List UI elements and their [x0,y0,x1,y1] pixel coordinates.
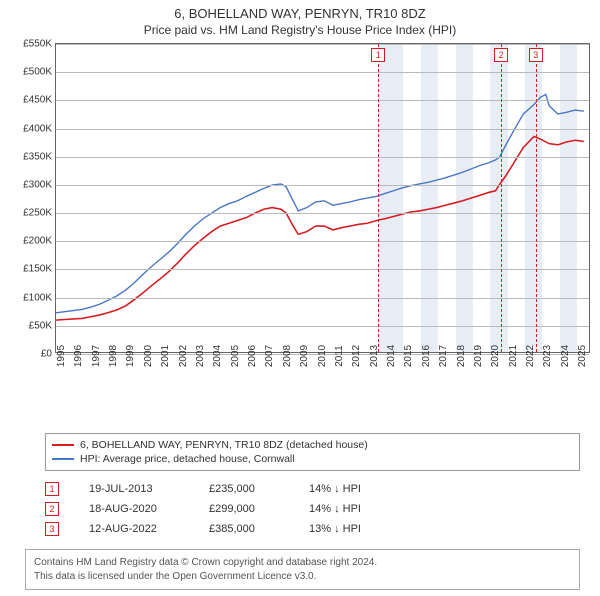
sale-marker-line [378,44,379,352]
sale-marker-line [501,44,502,352]
xtick-label: 1995 [56,345,67,367]
xtick-label: 2010 [317,345,328,367]
gridline-h [56,269,589,270]
sale-marker-line [536,44,537,352]
xtick-label: 2004 [212,345,223,367]
xtick-label: 2019 [473,345,484,367]
chart-lines [56,44,589,352]
gridline-h [56,326,589,327]
ytick-label: £100K [23,292,52,303]
sale-date: 19-JUL-2013 [89,483,179,495]
xtick-label: 2000 [143,345,154,367]
sale-row: 2 18-AUG-2020 £299,000 14% ↓ HPI [45,499,580,519]
xtick-label: 2023 [542,345,553,367]
xtick-label: 2018 [456,345,467,367]
legend-label: 6, BOHELLAND WAY, PENRYN, TR10 8DZ (deta… [80,439,368,451]
sale-row-marker: 3 [45,522,59,536]
xtick-label: 2003 [195,345,206,367]
legend-swatch [52,458,74,460]
gridline-h [56,213,589,214]
chart-subtitle: Price paid vs. HM Land Registry's House … [0,23,600,37]
legend-label: HPI: Average price, detached house, Corn… [80,453,295,465]
sale-row-marker: 2 [45,502,59,516]
sale-date: 18-AUG-2020 [89,503,179,515]
xtick-label: 2007 [264,345,275,367]
xtick-label: 2021 [508,345,519,367]
xtick-label: 1997 [91,345,102,367]
gridline-h [56,129,589,130]
sale-row-marker: 1 [45,482,59,496]
ytick-label: £350K [23,151,52,162]
gridline-h [56,44,589,45]
chart-title: 6, BOHELLAND WAY, PENRYN, TR10 8DZ [0,6,600,21]
plot-area: £0£50K£100K£150K£200K£250K£300K£350K£400… [55,43,590,353]
sale-marker-box: 3 [529,48,543,62]
xtick-label: 2022 [525,345,536,367]
xtick-label: 2001 [160,345,171,367]
attribution-footer: Contains HM Land Registry data © Crown c… [25,549,580,590]
ytick-label: £300K [23,179,52,190]
sale-diff: 14% ↓ HPI [309,503,399,515]
xtick-label: 2008 [282,345,293,367]
ytick-label: £250K [23,208,52,219]
xtick-label: 2015 [403,345,414,367]
sale-diff: 13% ↓ HPI [309,523,399,535]
ytick-label: £450K [23,95,52,106]
xtick-label: 2006 [247,345,258,367]
footer-line: This data is licensed under the Open Gov… [34,570,571,584]
gridline-h [56,298,589,299]
sale-marker-box: 2 [494,48,508,62]
xtick-label: 2005 [230,345,241,367]
gridline-h [56,185,589,186]
ytick-label: £550K [23,39,52,50]
ytick-label: £0 [41,349,52,360]
legend-swatch [52,444,74,446]
gridline-h [56,157,589,158]
sale-row: 1 19-JUL-2013 £235,000 14% ↓ HPI [45,479,580,499]
gridline-h [56,241,589,242]
sale-marker-box: 1 [371,48,385,62]
sale-price: £385,000 [209,523,279,535]
sale-diff: 14% ↓ HPI [309,483,399,495]
ytick-label: £150K [23,264,52,275]
gridline-h [56,72,589,73]
xtick-label: 2009 [299,345,310,367]
footer-line: Contains HM Land Registry data © Crown c… [34,556,571,570]
legend-row: 6, BOHELLAND WAY, PENRYN, TR10 8DZ (deta… [52,438,573,452]
ytick-label: £50K [29,320,52,331]
xtick-label: 2011 [334,345,345,367]
xtick-label: 2020 [490,345,501,367]
series-line [56,94,584,312]
sale-price: £235,000 [209,483,279,495]
sale-date: 12-AUG-2022 [89,523,179,535]
xtick-label: 2012 [351,345,362,367]
ytick-label: £400K [23,123,52,134]
ytick-label: £500K [23,67,52,78]
legend: 6, BOHELLAND WAY, PENRYN, TR10 8DZ (deta… [45,433,580,471]
xtick-label: 2017 [438,345,449,367]
xtick-label: 1996 [73,345,84,367]
xtick-label: 2024 [560,345,571,367]
xtick-label: 2025 [577,345,588,367]
xtick-label: 2016 [421,345,432,367]
sales-table: 1 19-JUL-2013 £235,000 14% ↓ HPI 2 18-AUG-202… [45,479,580,539]
gridline-h [56,100,589,101]
legend-row: HPI: Average price, detached house, Corn… [52,452,573,466]
chart-container: £0 £50K £100K £150K £200K £250K £300K £350K £400… [10,43,590,393]
ytick-label: £200K [23,236,52,247]
sale-row: 3 12-AUG-2022 £385,000 13% ↓ HPI [45,519,580,539]
xtick-label: 2014 [386,345,397,367]
xtick-label: 1998 [108,345,119,367]
sale-price: £299,000 [209,503,279,515]
xtick-label: 2002 [178,345,189,367]
xtick-label: 1999 [125,345,136,367]
series-line [56,136,584,320]
